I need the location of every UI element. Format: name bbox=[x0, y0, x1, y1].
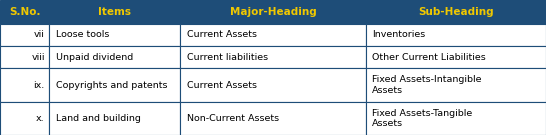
Bar bbox=[49, 46, 180, 68]
Bar bbox=[180, 24, 366, 46]
Text: viii: viii bbox=[31, 53, 45, 62]
Text: Items: Items bbox=[98, 7, 131, 17]
Text: S.No.: S.No. bbox=[9, 7, 40, 17]
Bar bbox=[180, 68, 366, 102]
Bar bbox=[0, 46, 49, 68]
Bar bbox=[366, 24, 546, 46]
Bar bbox=[180, 46, 366, 68]
Bar bbox=[366, 102, 546, 135]
Bar bbox=[49, 102, 180, 135]
Text: Major-Heading: Major-Heading bbox=[230, 7, 316, 17]
Bar bbox=[366, 46, 546, 68]
Text: x.: x. bbox=[36, 114, 45, 123]
Bar bbox=[49, 0, 180, 24]
Bar bbox=[366, 68, 546, 102]
Text: Fixed Assets-Intangible
Assets: Fixed Assets-Intangible Assets bbox=[372, 75, 482, 95]
Bar bbox=[366, 0, 546, 24]
Text: Current Assets: Current Assets bbox=[187, 81, 257, 90]
Text: Other Current Liabilities: Other Current Liabilities bbox=[372, 53, 486, 62]
Bar bbox=[180, 102, 366, 135]
Text: Loose tools: Loose tools bbox=[56, 30, 109, 39]
Text: Inventories: Inventories bbox=[372, 30, 426, 39]
Bar bbox=[0, 0, 49, 24]
Bar bbox=[0, 68, 49, 102]
Text: Non-Current Assets: Non-Current Assets bbox=[187, 114, 279, 123]
Text: Fixed Assets-Tangible
Assets: Fixed Assets-Tangible Assets bbox=[372, 109, 473, 128]
Bar bbox=[49, 24, 180, 46]
Bar bbox=[0, 24, 49, 46]
Bar bbox=[0, 102, 49, 135]
Text: ix.: ix. bbox=[33, 81, 45, 90]
Text: Land and building: Land and building bbox=[56, 114, 140, 123]
Text: Current Assets: Current Assets bbox=[187, 30, 257, 39]
Text: Current liabilities: Current liabilities bbox=[187, 53, 268, 62]
Bar bbox=[49, 68, 180, 102]
Text: Copyrights and patents: Copyrights and patents bbox=[56, 81, 167, 90]
Text: vii: vii bbox=[34, 30, 45, 39]
Bar bbox=[180, 0, 366, 24]
Text: Unpaid dividend: Unpaid dividend bbox=[56, 53, 133, 62]
Text: Sub-Heading: Sub-Heading bbox=[418, 7, 494, 17]
